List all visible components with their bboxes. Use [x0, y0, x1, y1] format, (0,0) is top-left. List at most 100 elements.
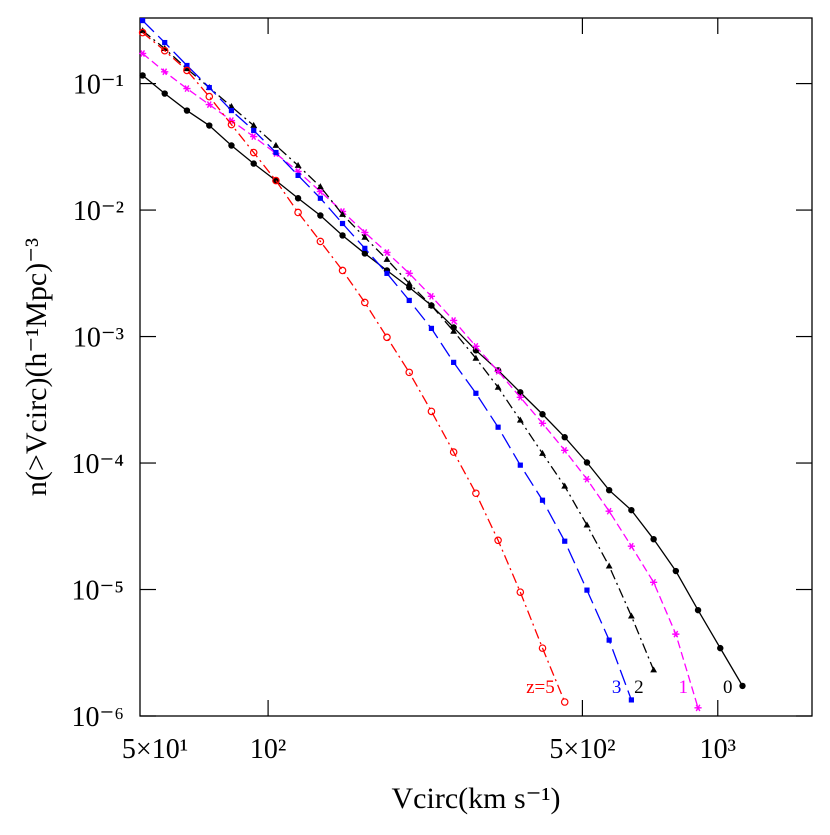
y-axis-title: n(>Vcirc)(h⁻¹Mpc)⁻³ [20, 238, 53, 496]
point [339, 232, 346, 239]
point [361, 250, 369, 257]
point [494, 383, 502, 390]
point [139, 50, 147, 57]
point [294, 208, 302, 217]
point [427, 407, 436, 416]
point [538, 419, 547, 427]
point [627, 612, 635, 619]
point [406, 297, 412, 304]
point [694, 606, 702, 614]
point [427, 292, 436, 300]
point [206, 84, 212, 91]
x-tick-label: 5×10² [549, 734, 615, 765]
point [605, 507, 613, 515]
point [383, 255, 391, 262]
x-tick-label: 5×10¹ [122, 734, 188, 765]
y-tick-label: 10⁻¹ [73, 70, 124, 101]
point [650, 578, 658, 586]
point [384, 270, 390, 276]
point [316, 237, 325, 246]
point [449, 448, 458, 456]
series: 3 [140, 17, 634, 703]
point [583, 475, 591, 483]
point [251, 127, 257, 134]
point [561, 482, 569, 489]
point [450, 324, 457, 331]
series-label: z=5 [526, 677, 555, 698]
point [428, 325, 435, 331]
point [650, 535, 657, 543]
y-tick-label: 10⁻³ [73, 323, 124, 354]
point [473, 390, 479, 396]
point [627, 542, 635, 550]
point [605, 562, 613, 569]
point [294, 161, 302, 168]
series-line [142, 32, 566, 703]
point [295, 172, 301, 178]
point [317, 212, 324, 219]
point [628, 506, 635, 514]
point [472, 342, 480, 350]
point [606, 637, 612, 643]
point [272, 176, 280, 185]
series-label: 3 [612, 677, 622, 698]
point [495, 424, 501, 430]
x-tick-label: 10² [250, 734, 286, 765]
point [250, 133, 258, 141]
point [472, 354, 480, 361]
series-line [142, 52, 699, 709]
point [183, 65, 191, 72]
point [494, 536, 502, 545]
point [273, 149, 279, 156]
point [205, 92, 214, 101]
point [383, 249, 391, 256]
point [405, 269, 413, 277]
point [494, 367, 502, 375]
x-axis-title: Vcirc(km s⁻¹) [392, 782, 561, 815]
point [539, 411, 546, 418]
point [272, 141, 280, 148]
point [539, 497, 546, 503]
point [650, 666, 658, 673]
point [450, 317, 458, 324]
point [250, 121, 258, 128]
point [405, 368, 414, 377]
point [206, 122, 213, 129]
series: 2 [139, 27, 658, 698]
series: 0 [139, 72, 746, 698]
series-line [142, 30, 655, 671]
point [517, 389, 524, 396]
point [516, 416, 524, 423]
point [739, 682, 746, 690]
y-tick-label: 10⁻² [73, 196, 124, 227]
point [228, 107, 235, 114]
point [140, 17, 146, 24]
point [317, 195, 323, 201]
plot-frame [139, 17, 813, 717]
point [405, 279, 413, 286]
point [361, 229, 369, 236]
point [139, 72, 146, 79]
point [162, 39, 168, 46]
point [138, 28, 147, 37]
point [517, 462, 523, 468]
point [228, 142, 235, 149]
point [672, 630, 680, 638]
point [161, 90, 168, 97]
point [539, 449, 546, 456]
point [561, 434, 568, 441]
point [717, 644, 724, 652]
y-tick-label: 10⁻⁴ [71, 449, 124, 480]
point [316, 183, 324, 190]
point [249, 148, 258, 157]
point [183, 107, 191, 114]
x-tick-label: 10³ [700, 734, 736, 765]
point [161, 68, 169, 76]
series-line [142, 20, 632, 701]
point [562, 538, 568, 544]
point [183, 85, 191, 93]
point [228, 102, 235, 109]
point [561, 446, 569, 454]
point [316, 188, 324, 196]
point [227, 120, 236, 129]
